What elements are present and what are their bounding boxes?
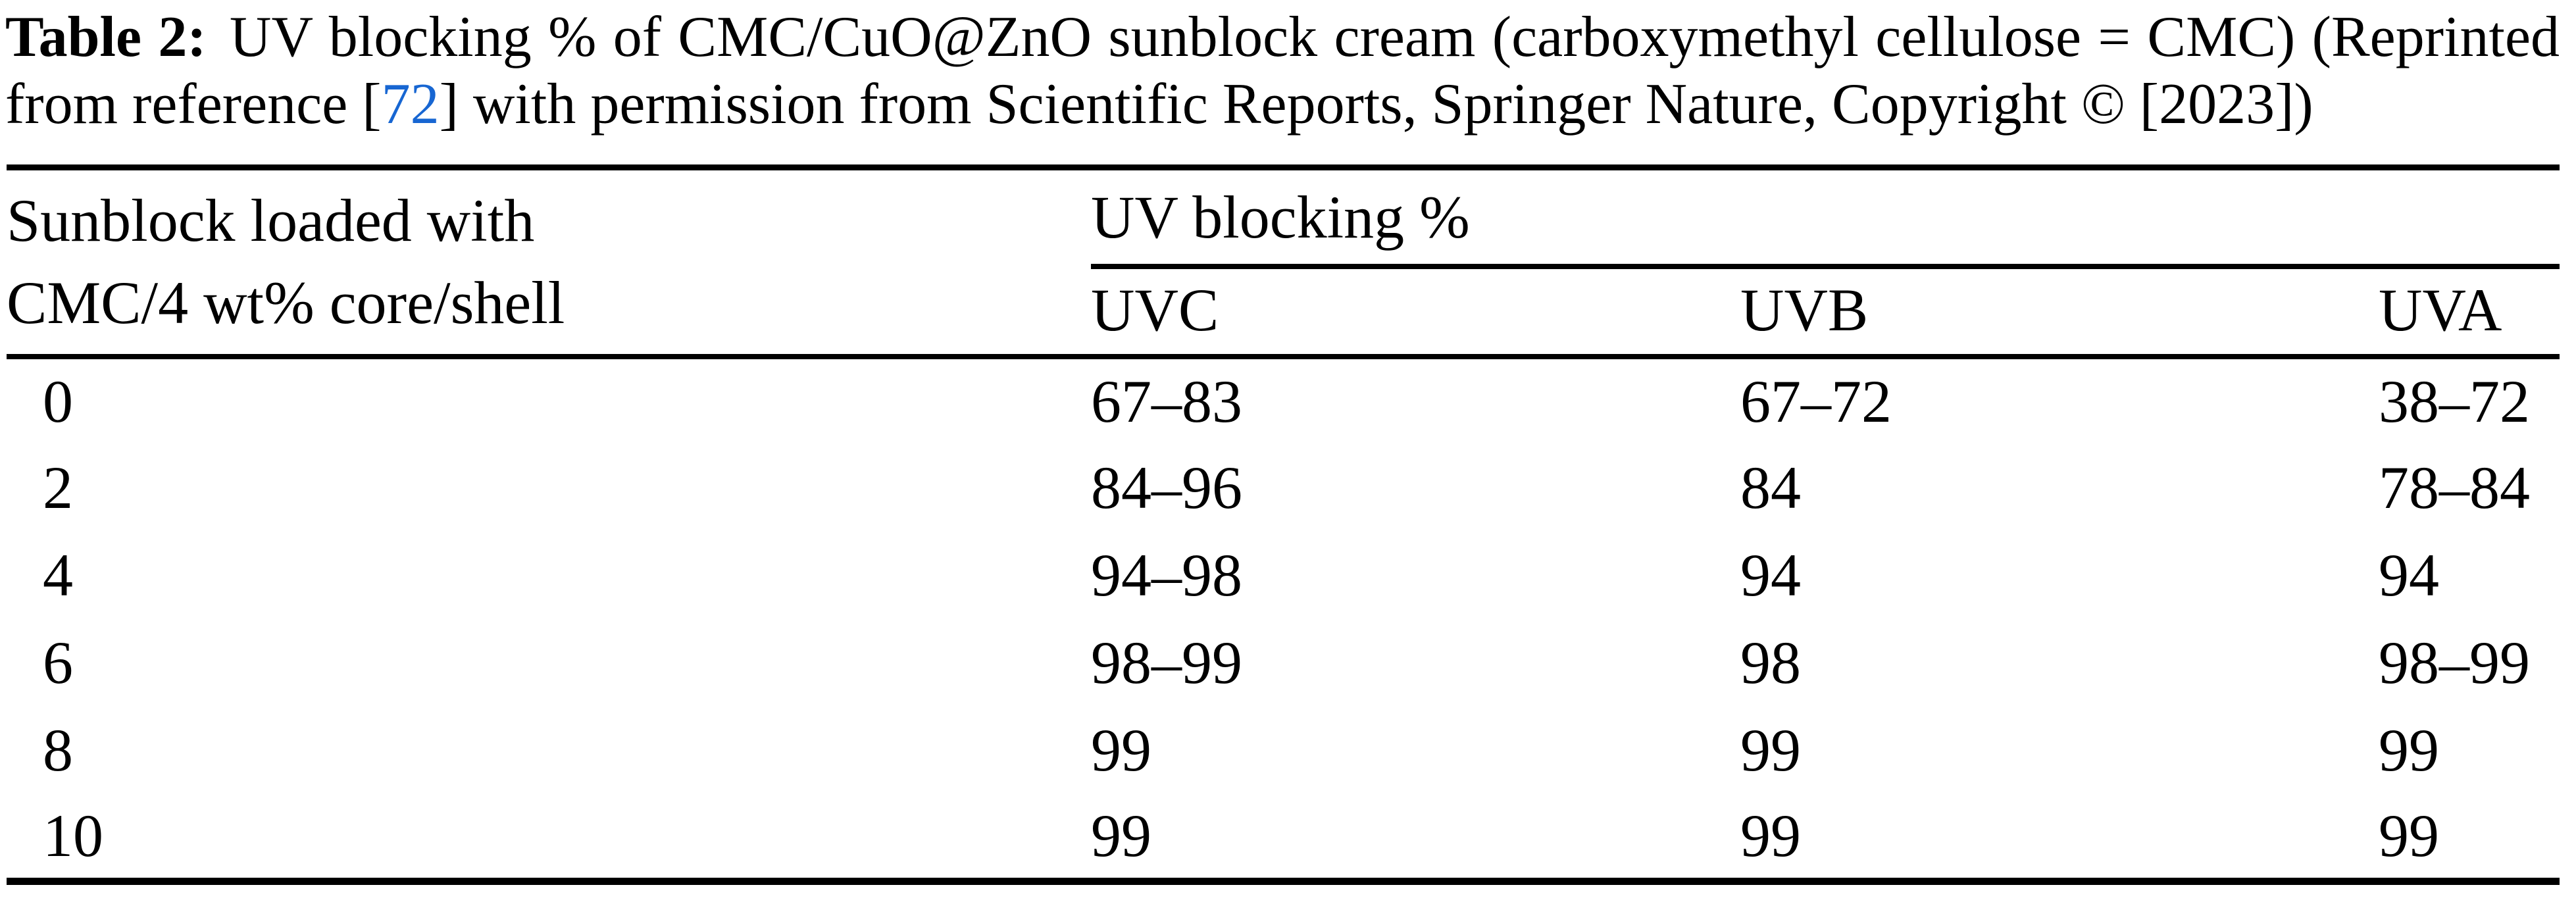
- uvb-value: 67–72: [1740, 368, 1892, 435]
- row-label: 0: [43, 368, 73, 435]
- table-row: 0 67–83 67–72 38–72: [7, 357, 2560, 444]
- caption-ref-suffix: ] with permission from Scientific Report…: [439, 72, 2313, 136]
- stub-header-line2: CMC/4 wt% core/shell: [7, 269, 565, 337]
- uvc-value: 84–96: [1091, 454, 1242, 521]
- caption-title-text: UV blocking % of CMC/CuO@ZnO sunblock cr…: [229, 5, 2560, 69]
- table-row: 6 98–99 98 98–99: [7, 619, 2560, 707]
- group-header-uv-blocking: UV blocking %: [1091, 167, 2560, 269]
- table-row: 8 99 99 99: [7, 707, 2560, 794]
- stub-header-line1: Sunblock loaded with: [7, 187, 535, 255]
- caption-line-1: Table 2: UV blocking % of CMC/CuO@ZnO sun…: [5, 4, 2560, 71]
- column-header-uvb: UVB: [1740, 266, 2379, 359]
- table-row: 10 99 99 99: [7, 794, 2560, 882]
- row-label: 2: [43, 454, 73, 521]
- group-header-row: Sunblock loaded with CMC/4 wt% core/shel…: [7, 167, 2560, 359]
- stub-header: Sunblock loaded with CMC/4 wt% core/shel…: [7, 167, 1091, 359]
- uvb-value: 84: [1740, 454, 1801, 521]
- column-header-uva: UVA: [2379, 266, 2560, 359]
- column-header-row: UVC UVB UVA: [7, 266, 2560, 359]
- caption-line-2: from reference [72] with permission from…: [5, 71, 2560, 138]
- uvc-value: 99: [1091, 717, 1151, 784]
- caption-ref-prefix: from reference [: [5, 72, 382, 136]
- table-caption: Table 2: UV blocking % of CMC/CuO@ZnO sun…: [5, 4, 2560, 138]
- uvb-value: 94: [1740, 541, 1801, 609]
- uvc-value: 67–83: [1091, 368, 1242, 435]
- uva-value: 99: [2379, 802, 2439, 870]
- uvc-value: 94–98: [1091, 541, 1242, 609]
- row-label: 6: [43, 629, 73, 696]
- uva-value: 38–72: [2379, 368, 2530, 435]
- uvb-value: 99: [1740, 802, 1801, 870]
- row-label: 8: [43, 717, 73, 784]
- uvb-value: 98: [1740, 629, 1801, 696]
- uva-value: 94: [2379, 541, 2439, 609]
- row-label: 10: [43, 802, 103, 870]
- uvb-value: 99: [1740, 717, 1801, 784]
- uvc-value: 98–99: [1091, 629, 1242, 696]
- uvc-value: 99: [1091, 802, 1151, 870]
- citation-link-72[interactable]: 72: [381, 72, 440, 136]
- uv-blocking-table: Sunblock loaded with CMC/4 wt% core/shel…: [7, 164, 2560, 885]
- table-row: 2 84–96 84 78–84: [7, 444, 2560, 532]
- table-row: 4 94–98 94 94: [7, 532, 2560, 619]
- uva-value: 78–84: [2379, 454, 2530, 521]
- column-header-uvc: UVC: [1091, 266, 1740, 359]
- uva-value: 98–99: [2379, 629, 2530, 696]
- uva-value: 99: [2379, 717, 2439, 784]
- row-label: 4: [43, 541, 73, 609]
- caption-table-number: Table 2:: [5, 5, 207, 69]
